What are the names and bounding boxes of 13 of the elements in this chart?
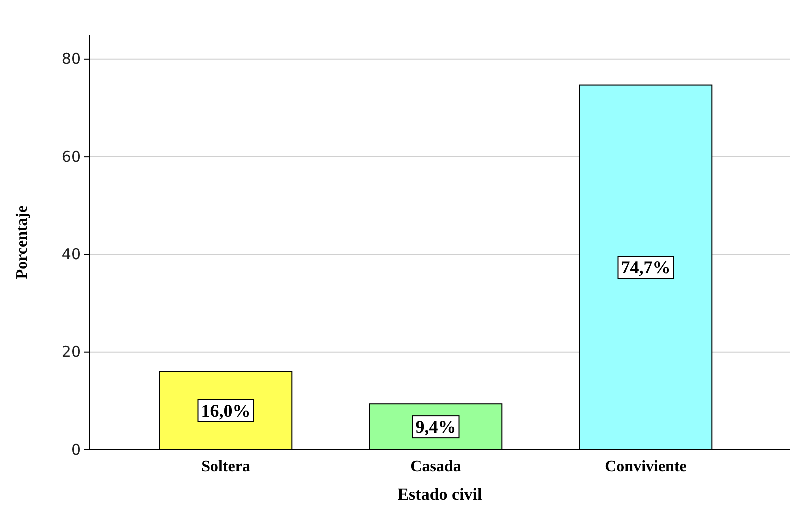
x-tick-label: Soltera [202, 458, 250, 476]
data-label: 9,4% [416, 417, 456, 438]
x-tick-label: Conviviente [605, 458, 687, 476]
data-label: 74,7% [621, 258, 671, 278]
y-tick-label: 80 [62, 50, 81, 68]
y-tick-label: 0 [71, 440, 81, 459]
x-axis-title: Estado civil [398, 485, 483, 504]
y-tick-label: 60 [62, 148, 81, 166]
y-axis-title: Porcentaje [14, 206, 31, 280]
x-tick-label: Casada [410, 458, 462, 476]
y-tick-label: 20 [62, 343, 81, 362]
y-tick-label: 40 [62, 246, 81, 264]
data-label: 16,0% [201, 400, 251, 421]
